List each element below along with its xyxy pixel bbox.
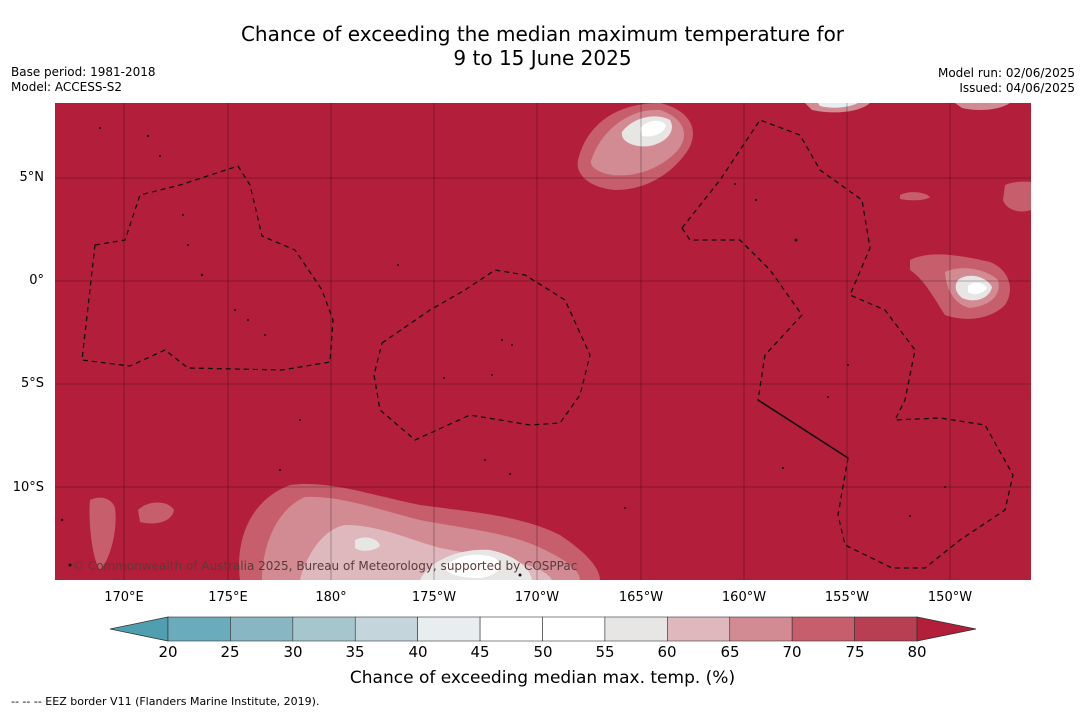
colorbar-tick-65: 65	[720, 643, 740, 661]
colorbar-tick-40: 40	[408, 643, 428, 661]
colorbar-tick-30: 30	[283, 643, 303, 661]
issued-label: Issued: 04/06/2025	[959, 81, 1075, 95]
colorbar-swatch	[479, 616, 543, 642]
lon-label-150w: 150°W	[927, 590, 973, 605]
colorbar-tick-50: 50	[533, 643, 553, 661]
lat-label-5s: 5°S	[20, 376, 44, 391]
graticule	[55, 103, 1031, 580]
eez-footnote: -- -- -- EEZ border V11 (Flanders Marine…	[11, 695, 320, 708]
anomaly-small-east	[900, 192, 930, 201]
map-title-line2: 9 to 15 June 2025	[453, 46, 632, 70]
lat-label-5n: 5°N	[19, 170, 45, 185]
lon-label-175e: 175°E	[208, 590, 248, 605]
anomaly-southwest-1	[89, 497, 116, 570]
colorbar-tick-20: 20	[158, 643, 178, 661]
lon-label-160w: 160°W	[721, 590, 767, 605]
colorbar-swatch	[667, 616, 731, 642]
colorbar-tick-70: 70	[782, 643, 802, 661]
eez-border-kiribati-phoenix	[373, 269, 591, 441]
colorbar-swatch	[542, 616, 606, 642]
anomaly-region-north-center	[640, 120, 666, 137]
eez-border-kiribati-gilbert	[81, 165, 334, 371]
colorbar-swatch	[230, 616, 294, 642]
lat-label-10s: 10°S	[12, 480, 44, 495]
map-title-line1: Chance of exceeding the median maximum t…	[240, 22, 845, 46]
map-background	[55, 103, 1031, 580]
colorbar	[109, 616, 977, 642]
colorbar-tick-35: 35	[345, 643, 365, 661]
lon-label-170e: 170°E	[104, 590, 144, 605]
lon-label-155w: 155°W	[824, 590, 870, 605]
lon-label-175w: 175°W	[411, 590, 457, 605]
lon-label-180: 180°	[315, 590, 347, 605]
colorbar-high-extend	[916, 616, 977, 642]
anomaly-region-south-center	[445, 554, 500, 578]
meta-left: Base period: 1981-2018 Model: ACCESS-S2	[11, 65, 156, 95]
colorbar-swatch	[167, 616, 231, 642]
lon-label-170w: 170°W	[514, 590, 560, 605]
meta-right: Model run: 02/06/2025 Issued: 04/06/2025	[938, 66, 1075, 96]
coastline-segment	[757, 399, 849, 459]
colorbar-tick-60: 60	[657, 643, 677, 661]
lon-label-165w: 165°W	[618, 590, 664, 605]
colorbar-tick-75: 75	[845, 643, 865, 661]
colorbar-tick-25: 25	[220, 643, 240, 661]
anomaly-top-right	[955, 103, 1010, 111]
colorbar-swatch	[354, 616, 418, 642]
colorbar-swatch	[604, 616, 668, 642]
anomaly-south-spot	[355, 537, 380, 551]
colorbar-swatch	[729, 616, 793, 642]
island-specks	[60, 127, 946, 577]
colorbar-tick-80: 80	[907, 643, 927, 661]
anomaly-far-east	[1003, 181, 1031, 212]
colorbar-swatch	[292, 616, 356, 642]
colorbar-tick-45: 45	[470, 643, 490, 661]
lat-label-0: 0°	[29, 273, 44, 288]
colorbar-swatch	[791, 616, 855, 642]
colorbar-swatch	[854, 616, 918, 642]
base-period-label: Base period: 1981-2018	[11, 65, 156, 79]
eez-borders	[81, 119, 1014, 569]
anomaly-top-edge-inner	[818, 103, 858, 108]
anomaly-southwest-2	[138, 502, 174, 524]
anomaly-region-east-center	[968, 282, 987, 295]
colorbar-tick-55: 55	[595, 643, 615, 661]
eez-border-kiribati-line	[681, 119, 1014, 569]
copyright-notice: © Commonwealth of Australia 2025, Bureau…	[72, 559, 578, 573]
model-label: Model: ACCESS-S2	[11, 80, 123, 94]
model-run-label: Model run: 02/06/2025	[937, 66, 1075, 80]
colorbar-title: Chance of exceeding median max. temp. (%…	[349, 668, 736, 688]
colorbar-low-extend	[109, 616, 169, 642]
colorbar-swatch	[417, 616, 481, 642]
